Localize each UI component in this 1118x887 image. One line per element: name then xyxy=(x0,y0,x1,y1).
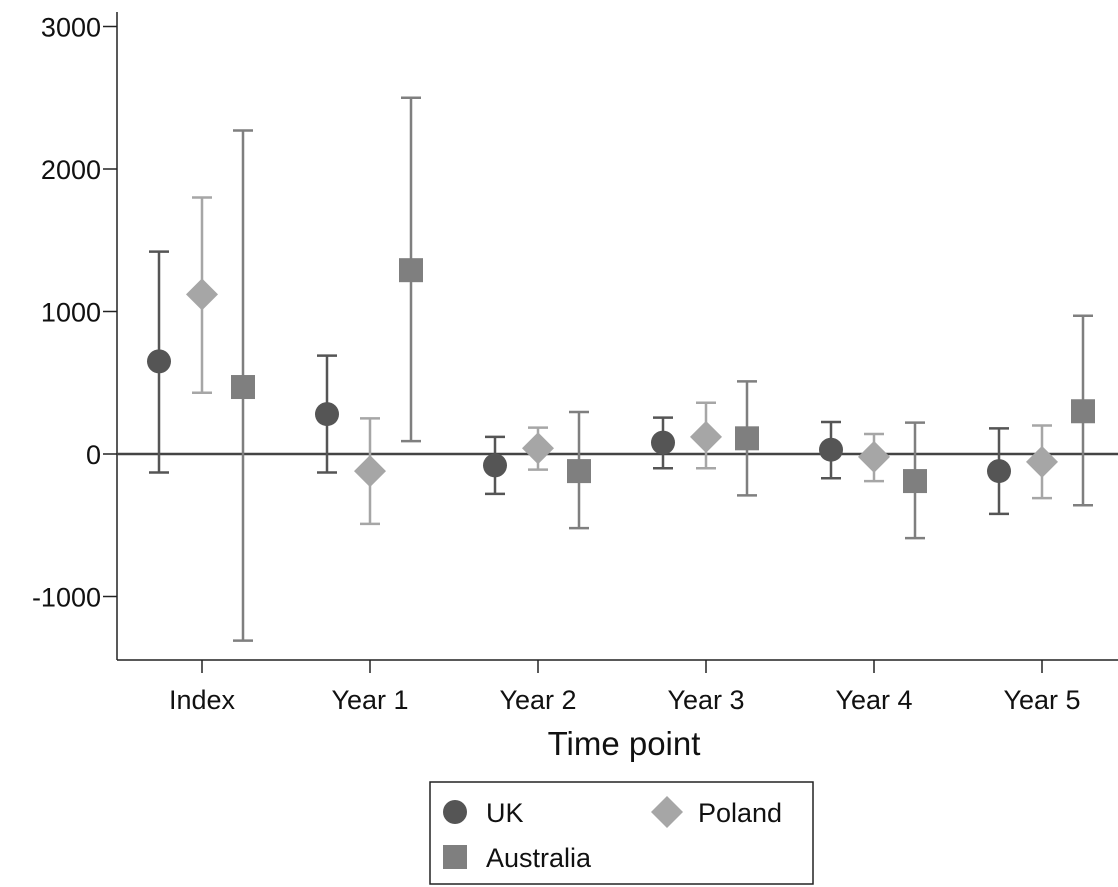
x-axis-title: Time point xyxy=(548,725,701,762)
series-poland xyxy=(186,196,1058,526)
data-point-square xyxy=(735,426,759,451)
data-point-diamond xyxy=(690,420,722,453)
data-point-square xyxy=(903,469,927,494)
y-tick-label: -1000 xyxy=(32,583,101,613)
data-point-circle xyxy=(315,402,339,427)
series-australia xyxy=(231,96,1095,642)
legend-label-uk: UK xyxy=(486,798,524,828)
legend: UK Poland Australia xyxy=(429,781,814,885)
data-point-square xyxy=(399,258,423,283)
data-point-circle xyxy=(483,453,507,478)
data-point-circle xyxy=(147,349,171,374)
x-tick-label: Year 1 xyxy=(331,685,408,715)
data-point-square xyxy=(1071,399,1095,424)
legend-marker-uk xyxy=(443,800,467,824)
x-tick-label: Year 3 xyxy=(667,685,744,715)
legend-label-poland: Poland xyxy=(698,798,782,828)
x-tick-label: Year 4 xyxy=(835,685,912,715)
y-tick-label: 3000 xyxy=(41,13,101,43)
legend-box xyxy=(429,781,814,885)
data-point-diamond xyxy=(186,278,218,311)
x-tick-label: Index xyxy=(169,685,236,715)
legend-marker-poland xyxy=(651,796,683,828)
data-point-square xyxy=(231,375,255,400)
plot-frame xyxy=(116,12,1118,661)
plot-marks xyxy=(147,96,1095,642)
series-uk xyxy=(147,250,1011,516)
y-tick-label: 2000 xyxy=(41,155,101,185)
data-point-circle xyxy=(651,430,675,455)
y-tick-label: 0 xyxy=(86,440,101,470)
x-tick-label: Year 5 xyxy=(1003,685,1080,715)
legend-label-australia: Australia xyxy=(486,843,592,873)
y-tick-label: 1000 xyxy=(41,298,101,328)
data-point-diamond xyxy=(858,440,890,473)
data-point-circle xyxy=(987,459,1011,484)
data-point-square xyxy=(567,459,591,484)
data-point-diamond xyxy=(354,455,386,488)
x-tick-label: Year 2 xyxy=(499,685,576,715)
data-point-diamond xyxy=(1026,445,1058,478)
x-axis: Index Year 1 Year 2 Year 3 Year 4 Year 5 xyxy=(169,660,1081,715)
data-point-circle xyxy=(819,437,843,462)
data-point-diamond xyxy=(522,432,554,465)
legend-marker-australia xyxy=(443,845,467,869)
y-axis: -1000 0 1000 2000 3000 xyxy=(32,13,117,613)
